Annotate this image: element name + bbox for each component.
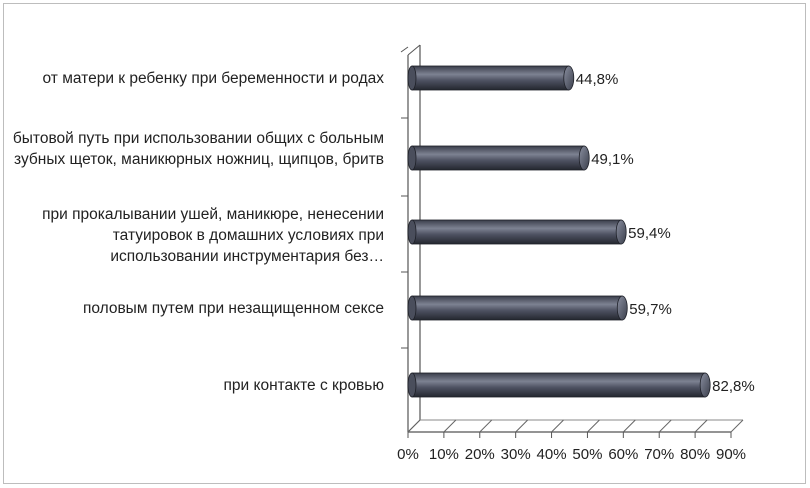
floor-grid-line xyxy=(407,419,421,433)
bar-end-cap xyxy=(616,295,628,321)
floor-grid-line xyxy=(622,419,636,433)
y-axis-top-edge xyxy=(407,44,421,56)
bar-value-label: 59,7% xyxy=(629,301,672,318)
x-tick-label: 60% xyxy=(608,446,638,463)
floor-grid-line xyxy=(479,419,493,433)
category-label: при прокалывании ушей, маникюре, ненесен… xyxy=(42,206,384,265)
bar-body xyxy=(411,65,570,91)
bar-value-label: 49,1% xyxy=(591,151,634,168)
bar-value-label: 82,8% xyxy=(712,378,755,395)
category-label: от матери к ребенку при беременности и р… xyxy=(42,69,384,87)
floor-grid-line xyxy=(730,419,744,433)
bar-start-cap xyxy=(407,295,417,321)
floor-grid-line xyxy=(587,419,600,433)
bar-start-cap xyxy=(407,372,417,398)
bar-start-cap xyxy=(407,219,417,245)
bar-body xyxy=(411,145,585,171)
bar-body xyxy=(411,295,623,321)
floor-grid-line xyxy=(443,419,457,433)
bar-start-cap xyxy=(407,145,417,171)
category-label: половым путем при незащищенном сексе xyxy=(82,299,384,317)
bar: 59,7% xyxy=(407,295,672,321)
category-label: бытовой путь при использовании общих с б… xyxy=(12,130,384,168)
category-label: при контакте с кровью xyxy=(223,376,384,394)
bar: 59,4% xyxy=(407,219,671,245)
bar-value-label: 44,8% xyxy=(576,71,619,88)
floor-grid-line xyxy=(658,419,672,433)
bar-end-cap xyxy=(699,372,711,398)
bar-end-cap xyxy=(615,219,627,245)
x-tick-label: 90% xyxy=(716,446,746,463)
bar-body xyxy=(411,219,622,245)
x-tick-label: 50% xyxy=(572,446,602,463)
floor-grid-line xyxy=(551,419,564,433)
x-tick-label: 70% xyxy=(644,446,674,463)
bar-start-cap xyxy=(407,65,417,91)
floor-grid-line xyxy=(694,419,708,433)
bar-value-label: 59,4% xyxy=(628,225,671,242)
bar-body xyxy=(411,372,706,398)
bar: 44,8% xyxy=(407,65,619,91)
bar-end-cap xyxy=(578,145,590,171)
x-tick-label: 0% xyxy=(397,446,419,463)
x-tick-label: 20% xyxy=(465,446,495,463)
x-tick-label: 10% xyxy=(429,446,459,463)
x-tick-label: 80% xyxy=(680,446,710,463)
x-tick-label: 30% xyxy=(501,446,531,463)
chart-frame xyxy=(3,3,806,484)
floor-grid-line xyxy=(515,419,529,433)
x-tick-label: 40% xyxy=(537,446,567,463)
bar: 49,1% xyxy=(407,145,634,171)
bar: 82,8% xyxy=(407,372,755,398)
bar-end-cap xyxy=(563,65,575,91)
y-tick-top xyxy=(400,46,409,53)
